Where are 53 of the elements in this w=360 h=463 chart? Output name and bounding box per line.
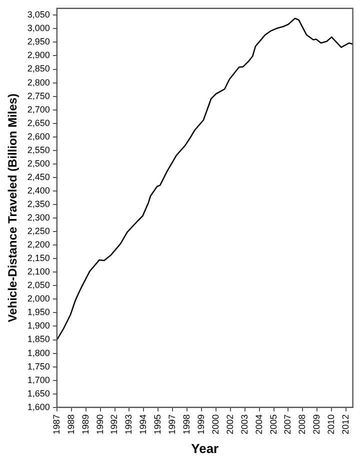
x-tick-label: 1994 xyxy=(138,414,148,434)
y-tick-label: 1,950 xyxy=(27,307,50,318)
y-tick-label: 2,900 xyxy=(27,50,50,60)
y-tick-label: 2,750 xyxy=(27,90,50,101)
y-tick-label: 2,050 xyxy=(27,280,50,290)
x-tick-label: 1993 xyxy=(124,414,134,434)
y-tick-label: 2,000 xyxy=(27,294,50,304)
x-tick-label: 2012 xyxy=(340,414,351,434)
y-tick-label: 1,700 xyxy=(27,374,50,385)
x-tick-label: 2007 xyxy=(282,414,293,434)
x-axis-title: Year xyxy=(191,440,219,456)
x-tick-label: 2003 xyxy=(239,414,250,434)
x-tick-label: 1999 xyxy=(196,414,206,434)
y-tick-label: 2,350 xyxy=(27,198,50,209)
y-tick-label: 1,750 xyxy=(27,361,50,372)
y-tick-label: 2,950 xyxy=(27,36,50,47)
y-tick-label: 1,900 xyxy=(27,320,50,331)
y-tick-label: 2,800 xyxy=(27,77,50,88)
x-tick-label: 2000 xyxy=(210,414,220,434)
y-tick-label: 2,450 xyxy=(27,172,50,182)
y-tick-label: 2,100 xyxy=(27,266,50,277)
y-tick-label: 1,650 xyxy=(27,388,50,398)
x-tick-label: 2010 xyxy=(326,414,336,434)
y-tick-label: 2,400 xyxy=(27,185,50,196)
x-tick-label: 2005 xyxy=(268,414,278,434)
y-tick-label: 2,150 xyxy=(27,253,50,264)
y-tick-label: 2,600 xyxy=(27,131,50,142)
x-tick-label: 1988 xyxy=(66,414,76,434)
x-tick-label: 2002 xyxy=(224,414,235,434)
y-tick-label: 2,850 xyxy=(27,64,50,74)
y-tick-label: 1,800 xyxy=(27,348,50,358)
y-tick-label: 1,600 xyxy=(27,402,50,412)
y-tick-label: 2,500 xyxy=(27,158,50,168)
y-tick-label: 3,050 xyxy=(27,10,50,20)
x-tick-label: 2004 xyxy=(254,414,264,434)
y-tick-label: 2,550 xyxy=(27,144,50,155)
x-tick-label: 1990 xyxy=(94,414,105,434)
y-tick-label: 3,000 xyxy=(27,23,50,34)
y-tick-label: 2,300 xyxy=(27,212,50,223)
y-tick-label: 2,200 xyxy=(27,240,50,250)
x-tick-label: 1987 xyxy=(51,414,62,434)
x-tick-label: 1989 xyxy=(80,414,90,434)
x-tick-label: 1998 xyxy=(182,414,192,434)
y-tick-label: 2,250 xyxy=(27,226,50,236)
y-tick-label: 2,650 xyxy=(27,118,50,128)
y-tick-label: 1,850 xyxy=(27,334,50,344)
x-tick-label: 1995 xyxy=(152,414,163,434)
y-tick-label: 2,700 xyxy=(27,104,50,114)
x-tick-label: 2009 xyxy=(312,414,322,434)
y-axis-title: Vehicle-Distance Traveled (Billion Miles) xyxy=(6,94,20,322)
x-tick-label: 1997 xyxy=(167,414,178,434)
x-tick-label: 2008 xyxy=(297,414,308,434)
x-tick-label: 1992 xyxy=(109,414,120,434)
